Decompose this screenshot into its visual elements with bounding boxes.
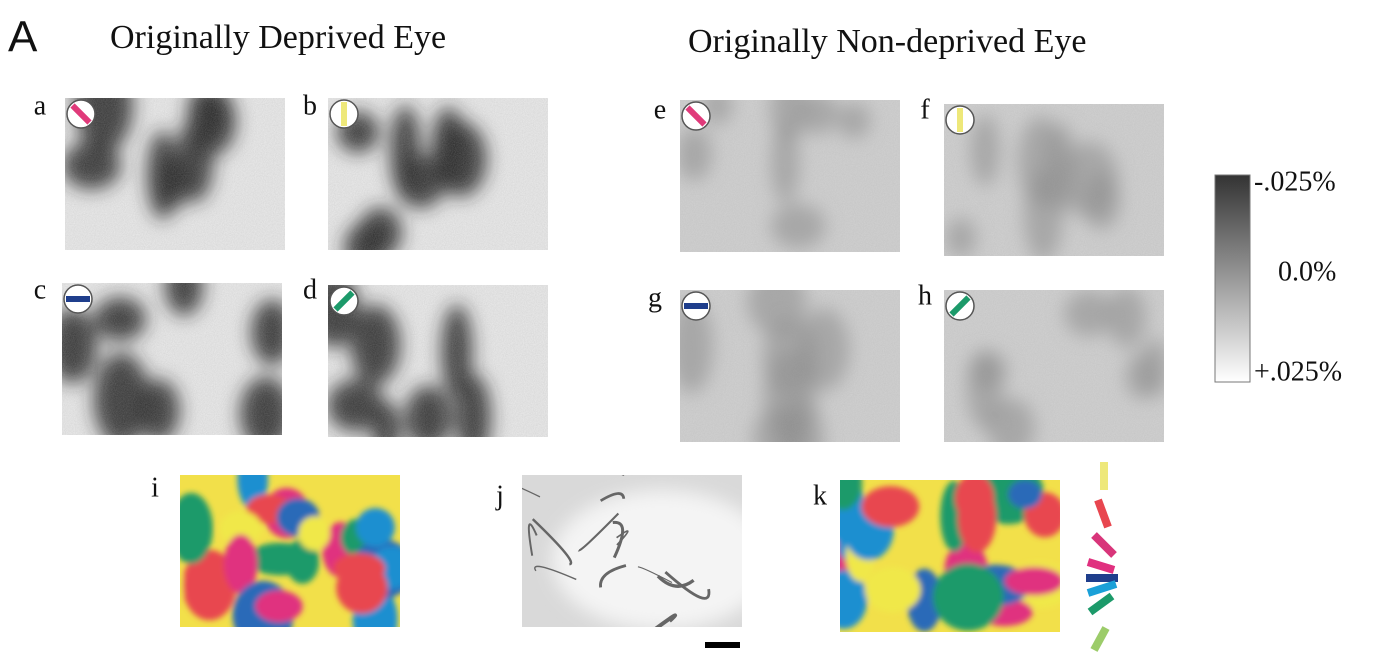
colorbar-label: 0.0% bbox=[1278, 256, 1336, 287]
blob bbox=[333, 553, 385, 583]
panel-image bbox=[820, 457, 1072, 632]
panel: c bbox=[34, 258, 293, 451]
panel-image bbox=[944, 104, 1164, 262]
panel: h bbox=[918, 280, 1170, 457]
panel: j bbox=[495, 457, 772, 652]
blob bbox=[955, 474, 994, 523]
colorbar: -.025% 0.0% +.025% bbox=[1215, 166, 1342, 387]
texture bbox=[944, 290, 1164, 442]
group-title: Originally Non-deprived Eye bbox=[688, 23, 1086, 60]
panel-label: e bbox=[654, 94, 666, 125]
blob bbox=[170, 493, 213, 564]
panel-label: c bbox=[34, 274, 46, 305]
blob bbox=[862, 486, 920, 527]
texture bbox=[328, 285, 548, 437]
texture bbox=[328, 98, 548, 250]
panel-label: g bbox=[648, 282, 662, 313]
panel-image bbox=[505, 457, 772, 652]
figure-label: A bbox=[8, 13, 38, 62]
colorbar-gradient bbox=[1215, 175, 1250, 382]
panel-image bbox=[944, 287, 1170, 458]
panel-label: j bbox=[495, 480, 504, 511]
panel: f bbox=[920, 94, 1164, 262]
panel-label: f bbox=[920, 94, 930, 125]
panel: e bbox=[654, 75, 900, 252]
texture bbox=[944, 104, 1164, 256]
panel-label: i bbox=[151, 472, 159, 503]
panel-label: k bbox=[813, 480, 827, 511]
panel-label: a bbox=[34, 90, 47, 121]
panel: a bbox=[34, 59, 285, 250]
panel: d bbox=[303, 270, 548, 461]
group-title: Originally Deprived Eye bbox=[110, 19, 446, 56]
panel-image bbox=[62, 59, 285, 250]
orientation-legend bbox=[1086, 462, 1118, 650]
texture bbox=[62, 283, 282, 435]
texture bbox=[65, 98, 285, 250]
panel-image bbox=[676, 75, 900, 252]
panel: g bbox=[648, 267, 900, 484]
blob bbox=[933, 564, 1004, 631]
blob bbox=[356, 508, 395, 547]
panel: i bbox=[151, 449, 414, 654]
blob bbox=[298, 516, 330, 550]
panel-image bbox=[328, 98, 548, 273]
panel: k bbox=[813, 457, 1072, 632]
vessel bbox=[586, 457, 624, 476]
texture bbox=[680, 290, 900, 442]
panel: b bbox=[303, 90, 548, 272]
colorbar-label: -.025% bbox=[1254, 166, 1336, 197]
panel-image bbox=[170, 449, 414, 654]
texture bbox=[680, 100, 900, 252]
blob bbox=[865, 567, 921, 612]
panel-label: d bbox=[303, 274, 317, 305]
blob bbox=[255, 590, 302, 622]
blob bbox=[1008, 480, 1042, 509]
figure: A Originally Deprived Eye Originally Non… bbox=[0, 0, 1387, 656]
blob bbox=[1005, 567, 1064, 596]
blob bbox=[824, 457, 862, 510]
panel-label: b bbox=[303, 90, 317, 121]
glow bbox=[552, 490, 772, 630]
panel-label: h bbox=[918, 280, 932, 311]
colorbar-label: +.025% bbox=[1254, 356, 1342, 387]
